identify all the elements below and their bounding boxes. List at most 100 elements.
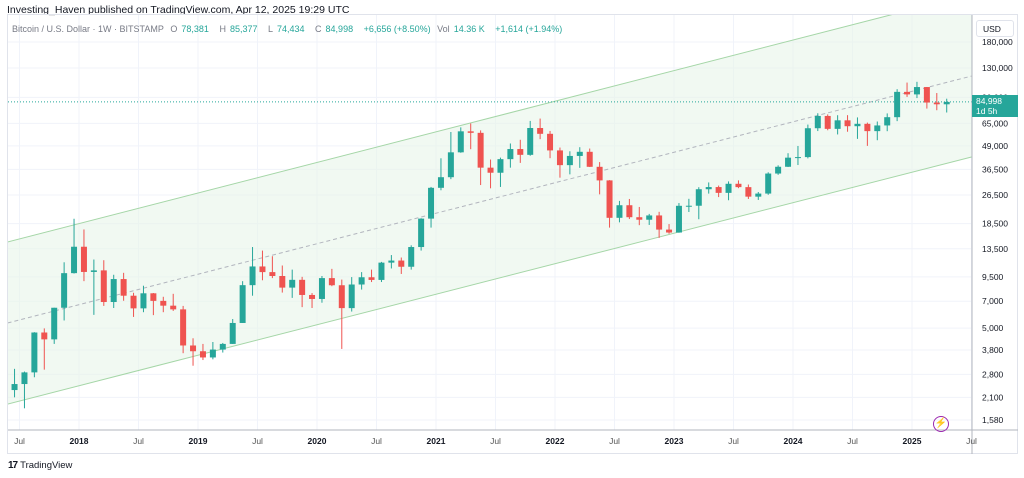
candle[interactable] [318, 276, 325, 303]
candle[interactable] [51, 307, 58, 344]
candle[interactable] [299, 276, 306, 308]
candle[interactable] [309, 293, 316, 308]
candle[interactable] [943, 98, 950, 113]
candle[interactable] [636, 206, 643, 226]
candle[interactable] [785, 153, 792, 168]
candle[interactable] [120, 272, 127, 301]
candle[interactable] [100, 260, 107, 306]
candle[interactable] [249, 247, 256, 296]
candle[interactable] [854, 117, 861, 139]
candle[interactable] [31, 332, 38, 378]
candle[interactable] [675, 203, 682, 233]
candle[interactable] [507, 143, 514, 168]
candle[interactable] [467, 123, 474, 150]
candle[interactable] [735, 180, 742, 189]
candle[interactable] [150, 292, 157, 316]
candle[interactable] [447, 132, 454, 180]
candle[interactable] [348, 277, 355, 312]
candle[interactable] [71, 218, 78, 274]
candle[interactable] [656, 211, 663, 238]
candle[interactable] [497, 157, 504, 187]
lightning-icon[interactable]: ⚡ [933, 416, 949, 432]
candle[interactable] [755, 191, 762, 200]
candle[interactable] [596, 162, 603, 195]
candle[interactable] [80, 229, 87, 282]
candle[interactable] [626, 198, 633, 220]
candle[interactable] [61, 262, 68, 321]
candle[interactable] [824, 114, 831, 131]
candle[interactable] [90, 259, 97, 315]
candle[interactable] [239, 281, 246, 323]
candle[interactable] [418, 218, 425, 251]
candle[interactable] [11, 368, 18, 398]
candle[interactable] [814, 113, 821, 132]
candle[interactable] [428, 186, 435, 228]
candle[interactable] [864, 122, 871, 146]
candle[interactable] [537, 118, 544, 140]
channel-lower-line[interactable] [8, 156, 972, 405]
candle[interactable] [794, 145, 801, 166]
candle[interactable] [834, 115, 841, 135]
candle[interactable] [21, 371, 28, 409]
candle[interactable] [904, 82, 911, 97]
candle[interactable] [576, 147, 583, 168]
candle[interactable] [190, 338, 197, 366]
candle[interactable] [894, 89, 901, 122]
candle[interactable] [923, 86, 930, 109]
candle[interactable] [765, 172, 772, 195]
candle[interactable] [804, 124, 811, 159]
candle[interactable] [616, 200, 623, 223]
candle[interactable] [933, 93, 940, 111]
candle[interactable] [279, 265, 286, 293]
candle[interactable] [398, 257, 405, 274]
candle[interactable] [695, 187, 702, 220]
candle[interactable] [209, 341, 216, 360]
candle[interactable] [586, 148, 593, 168]
candle[interactable] [775, 165, 782, 175]
candle[interactable] [388, 255, 395, 269]
candle[interactable] [437, 158, 444, 191]
candle[interactable] [41, 328, 48, 370]
candle[interactable] [378, 261, 385, 283]
candle[interactable] [408, 245, 415, 270]
candle[interactable] [547, 130, 554, 159]
candle[interactable] [745, 184, 752, 199]
candle[interactable] [705, 182, 712, 194]
candle[interactable] [477, 130, 484, 186]
candle[interactable] [874, 121, 881, 141]
candle[interactable] [457, 127, 464, 153]
channel-mid-line[interactable] [8, 75, 972, 324]
symbol-name[interactable]: Bitcoin / U.S. Dollar · 1W · BITSTAMP [12, 24, 164, 34]
candle[interactable] [219, 342, 226, 353]
candle[interactable] [715, 185, 722, 198]
candle[interactable] [368, 269, 375, 283]
candle[interactable] [566, 151, 573, 175]
candle[interactable] [180, 305, 187, 354]
candle[interactable] [328, 268, 335, 287]
candle[interactable] [170, 293, 177, 311]
candle[interactable] [556, 147, 563, 178]
tradingview-brand[interactable]: 17 TradingView [8, 460, 72, 471]
candle[interactable] [884, 113, 891, 132]
channel-upper-line[interactable] [8, 0, 972, 243]
candle[interactable] [844, 115, 851, 132]
currency-button[interactable]: USD [976, 20, 1014, 37]
candle[interactable] [606, 180, 613, 228]
candle[interactable] [110, 274, 117, 308]
candle[interactable] [685, 198, 692, 213]
candle[interactable] [229, 319, 236, 344]
candle[interactable] [913, 81, 920, 99]
candle[interactable] [338, 279, 345, 349]
candle[interactable] [666, 224, 673, 234]
candle[interactable] [289, 269, 296, 298]
candle[interactable] [140, 285, 147, 313]
candle[interactable] [130, 292, 137, 317]
candle[interactable] [269, 256, 276, 279]
candle[interactable] [199, 343, 206, 361]
candle[interactable] [259, 250, 266, 281]
candle[interactable] [358, 272, 365, 290]
candle[interactable] [527, 120, 534, 156]
candle[interactable] [646, 213, 653, 225]
candle[interactable] [517, 139, 524, 163]
